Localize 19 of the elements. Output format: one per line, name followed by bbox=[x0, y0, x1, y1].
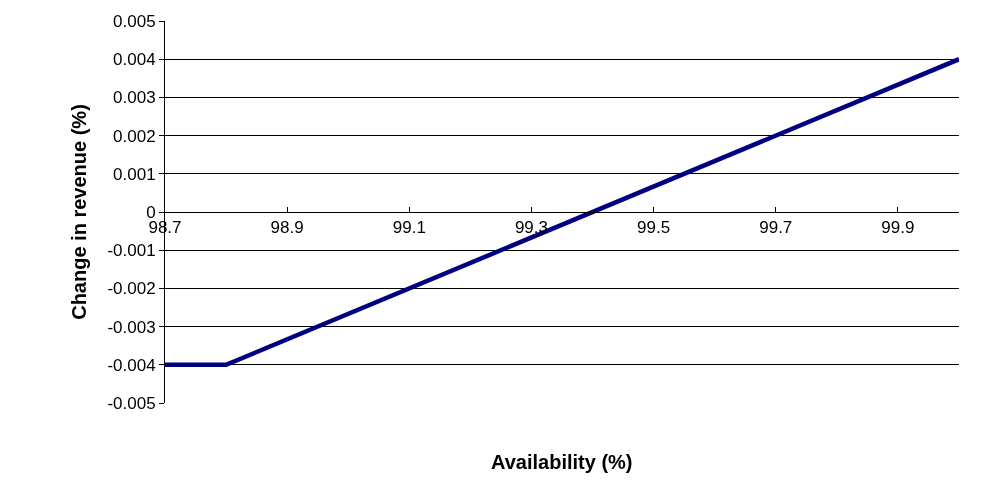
x-tick-label: 99.5 bbox=[637, 218, 671, 238]
y-tick-label: 0.001 bbox=[113, 164, 156, 184]
x-axis-title: Availability (%) bbox=[491, 451, 633, 473]
y-tick-label: 0 bbox=[146, 202, 156, 222]
y-tick-label: -0.001 bbox=[107, 241, 156, 261]
x-tick-label: 98.9 bbox=[270, 218, 304, 238]
x-tick-label: 99.3 bbox=[514, 218, 549, 238]
y-tick-label: -0.005 bbox=[107, 393, 156, 413]
y-tick-label: 0.003 bbox=[113, 88, 156, 108]
x-tick-label: 99.9 bbox=[881, 218, 915, 238]
x-tick-label: 99.7 bbox=[759, 218, 793, 238]
y-axis-title: Change in revenue (%) bbox=[67, 104, 90, 320]
y-tick-label: -0.004 bbox=[107, 355, 156, 375]
y-tick-label: 0.002 bbox=[113, 126, 156, 146]
y-tick-label: 0.005 bbox=[113, 11, 156, 31]
y-tick-label: -0.002 bbox=[107, 279, 156, 299]
y-tick-label: 0.004 bbox=[113, 50, 156, 70]
x-tick-label: 99.1 bbox=[392, 218, 426, 238]
y-tick-label: -0.003 bbox=[107, 317, 156, 337]
